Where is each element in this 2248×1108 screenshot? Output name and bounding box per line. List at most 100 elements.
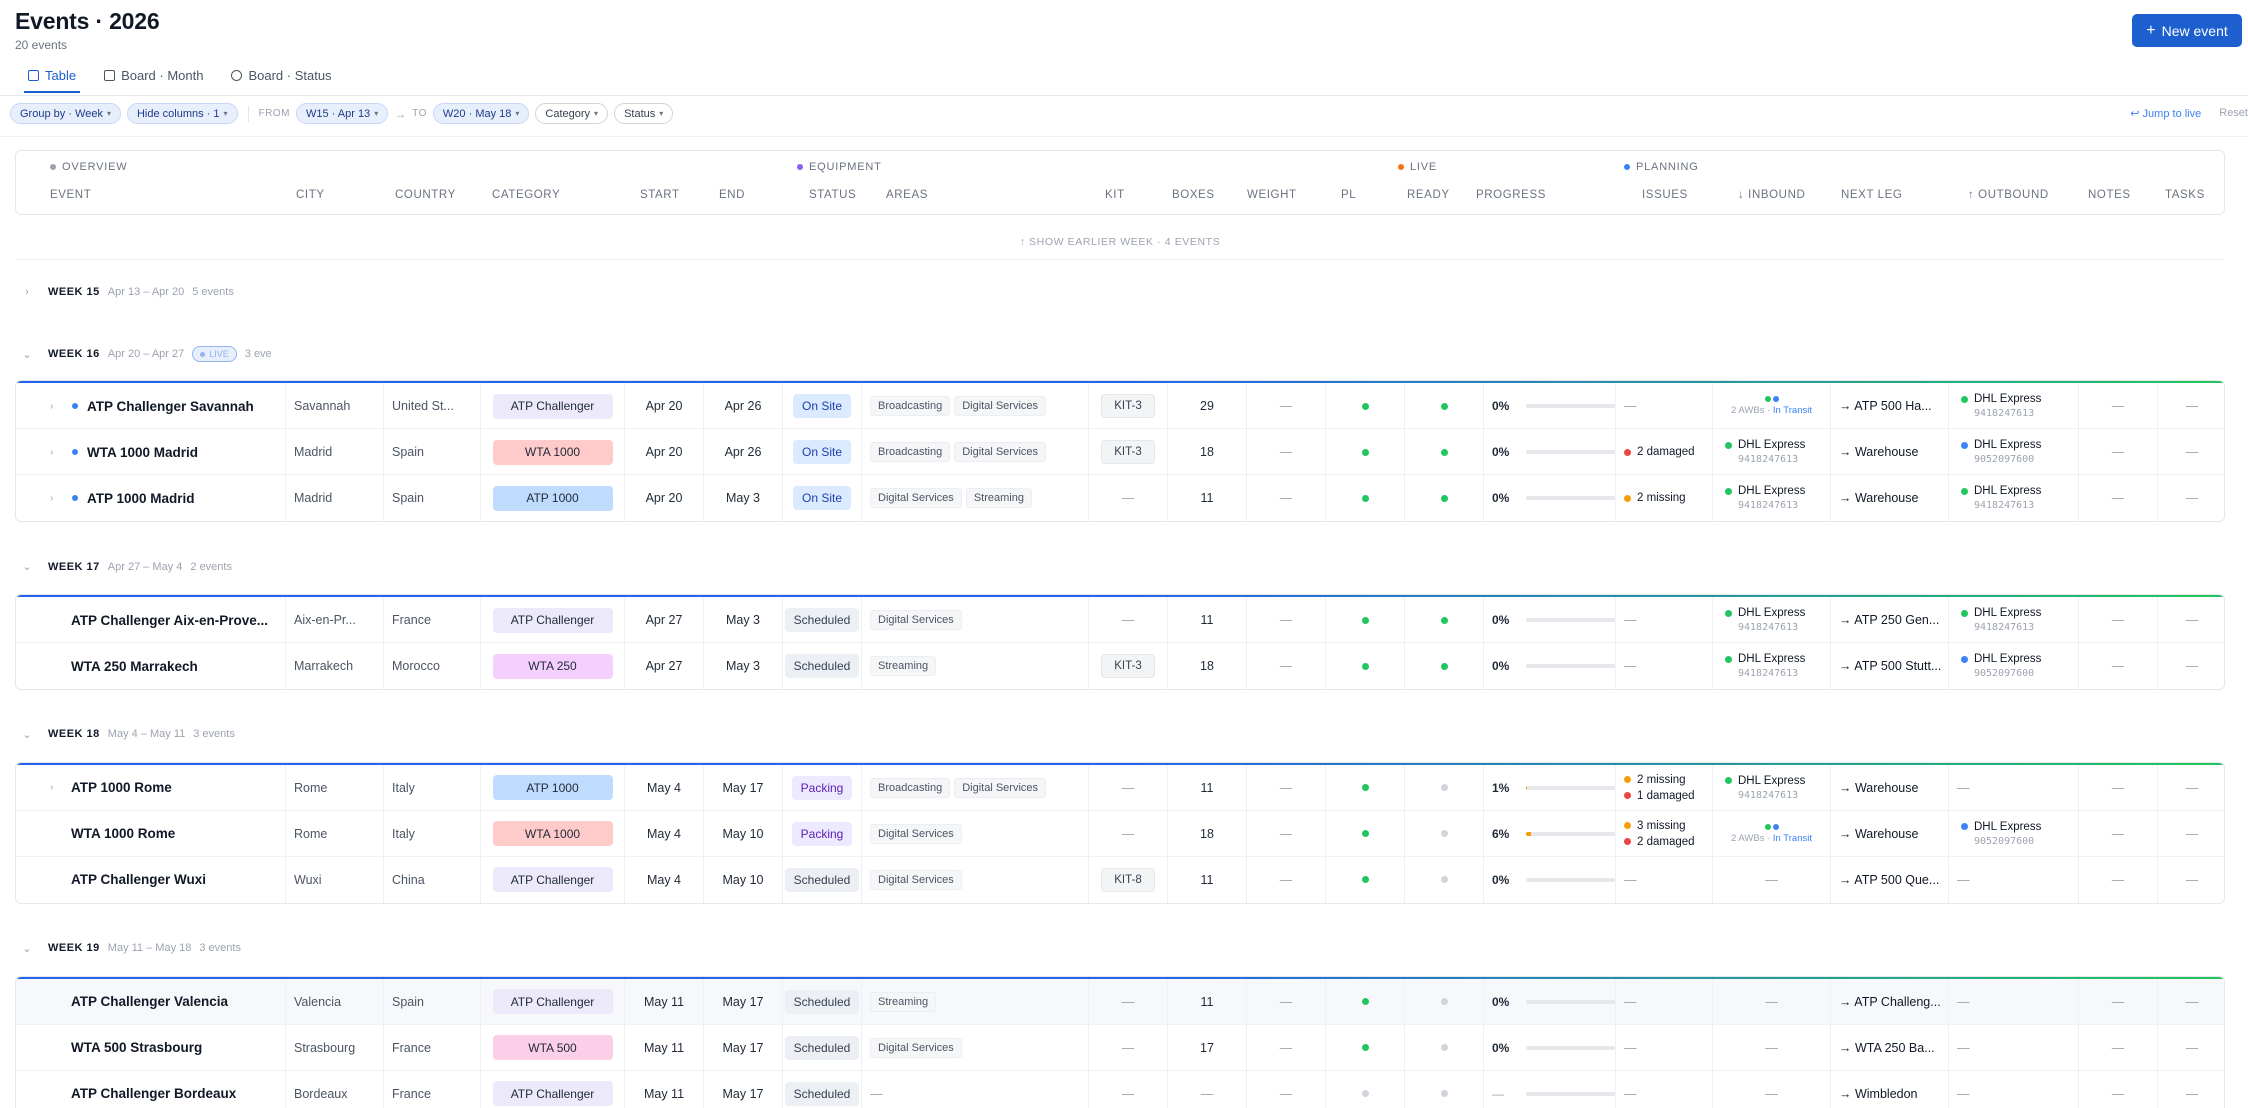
status-badge[interactable]: Scheduled: [784, 867, 860, 892]
group-by-chip[interactable]: Group by · Week ▾: [10, 103, 121, 124]
event-name[interactable]: ATP Challenger Bordeaux: [71, 1086, 237, 1102]
col-status[interactable]: STATUS: [809, 189, 857, 201]
outbound-carrier[interactable]: DHL Express 9052097600: [1949, 653, 2041, 679]
col-areas[interactable]: AREAS: [886, 189, 928, 201]
chevron-down-icon[interactable]: ⌄: [22, 561, 32, 574]
chevron-down-icon[interactable]: ⌄: [22, 942, 32, 955]
kit-badge[interactable]: KIT-3: [1101, 394, 1155, 418]
table-row[interactable]: › WTA 1000 Madrid Madrid Spain WTA 1000 Apr 2…: [16, 429, 2224, 475]
table-row[interactable]: WTA 250 Marrakech Marrakech Morocco WTA 250…: [16, 643, 2224, 690]
inbound-carrier[interactable]: DHL Express 9418247613: [1713, 485, 1805, 511]
tab-board-month[interactable]: Board · Month: [104, 68, 203, 93]
col-category[interactable]: CATEGORY: [492, 189, 561, 201]
event-name[interactable]: ATP 1000 Madrid: [87, 490, 195, 506]
next-leg-value[interactable]: → ATP Challeng...: [1839, 994, 1941, 1009]
status-badge[interactable]: On Site: [792, 394, 852, 418]
category-badge[interactable]: WTA 500: [492, 1035, 613, 1061]
next-leg-value[interactable]: → Warehouse: [1839, 826, 1919, 841]
event-name[interactable]: ATP Challenger Valencia: [71, 994, 229, 1010]
table-row[interactable]: ATP Challenger Wuxi Wuxi China ATP Challeng…: [16, 856, 2224, 903]
issue-item[interactable]: 2 missing: [1624, 774, 1695, 786]
issue-item[interactable]: 1 damaged: [1624, 790, 1695, 802]
category-filter[interactable]: Category ▾: [535, 103, 609, 124]
issue-item[interactable]: 2 missing: [1624, 492, 1686, 504]
event-name[interactable]: WTA 1000 Rome: [71, 826, 176, 841]
event-name[interactable]: ATP Challenger Wuxi: [71, 872, 207, 887]
next-leg-value[interactable]: → Wimbledon: [1839, 1086, 1918, 1101]
col-end[interactable]: END: [719, 189, 746, 201]
next-leg-value[interactable]: → ATP 500 Ha...: [1839, 399, 1932, 413]
outbound-carrier[interactable]: DHL Express 9418247613: [1949, 485, 2041, 511]
outbound-carrier[interactable]: DHL Express 9418247613: [1949, 393, 2041, 419]
event-name[interactable]: ATP Challenger Savannah: [87, 398, 254, 414]
kit-badge[interactable]: KIT-3: [1101, 440, 1155, 464]
col-weight[interactable]: WEIGHT: [1247, 189, 1297, 201]
status-badge[interactable]: Scheduled: [784, 1035, 860, 1060]
chevron-right-icon[interactable]: ›: [50, 400, 54, 412]
category-badge[interactable]: WTA 250: [492, 653, 613, 679]
col-ready[interactable]: READY: [1407, 189, 1450, 201]
table-row[interactable]: ATP Challenger Aix-en-Prove... Aix-en-Pr.…: [16, 597, 2224, 644]
event-name[interactable]: ATP 1000 Rome: [71, 780, 172, 795]
col-pl[interactable]: PL: [1341, 189, 1357, 201]
issue-item[interactable]: 2 damaged: [1624, 836, 1695, 848]
outbound-carrier[interactable]: DHL Express 9052097600: [1949, 439, 2041, 465]
col-city[interactable]: CITY: [296, 189, 325, 201]
hide-columns-chip[interactable]: Hide columns · 1 ▾: [126, 103, 238, 124]
event-name[interactable]: WTA 500 Strasbourg: [71, 1040, 203, 1056]
next-leg-value[interactable]: → ATP 250 Gen...: [1839, 613, 1940, 628]
status-badge[interactable]: Scheduled: [784, 608, 860, 633]
col-kit[interactable]: KIT: [1105, 189, 1125, 201]
col-start[interactable]: START: [640, 189, 680, 201]
status-badge[interactable]: Scheduled: [784, 1081, 860, 1106]
table-row[interactable]: ATP Challenger Valencia Valencia Spain ATP …: [16, 978, 2224, 1025]
table-row[interactable]: WTA 500 Strasbourg Strasbourg France WTA 50…: [16, 1024, 2224, 1071]
next-leg-value[interactable]: → Warehouse: [1839, 780, 1919, 795]
outbound-carrier[interactable]: DHL Express 9418247613: [1949, 607, 2041, 633]
issue-item[interactable]: 3 missing: [1624, 820, 1695, 832]
next-leg-value[interactable]: → Warehouse: [1839, 491, 1919, 505]
status-filter[interactable]: Status ▾: [614, 103, 674, 124]
kit-badge[interactable]: KIT-3: [1101, 654, 1155, 679]
category-badge[interactable]: ATP 1000: [492, 775, 613, 800]
inbound-transit[interactable]: 2 AWBs · In Transit: [1713, 823, 1830, 844]
chevron-right-icon[interactable]: ›: [50, 492, 54, 504]
category-badge[interactable]: ATP Challenger: [492, 1081, 613, 1107]
next-leg-value[interactable]: → WTA 250 Ba...: [1839, 1040, 1935, 1055]
week-header[interactable]: ⌄ WEEK 17 Apr 27 – May 4 2 events: [22, 560, 232, 574]
table-row[interactable]: ATP Challenger Bordeaux Bordeaux France ATP…: [16, 1070, 2224, 1108]
chevron-right-icon[interactable]: ›: [50, 446, 54, 458]
category-badge[interactable]: ATP 1000: [492, 485, 613, 511]
tab-table[interactable]: Table: [23, 68, 81, 93]
category-badge[interactable]: ATP Challenger: [492, 989, 613, 1015]
status-badge[interactable]: Packing: [791, 775, 853, 800]
category-badge[interactable]: ATP Challenger: [492, 393, 613, 419]
outbound-carrier[interactable]: DHL Express 9052097600: [1949, 821, 2041, 847]
status-badge[interactable]: On Site: [792, 440, 852, 464]
col-progress[interactable]: PROGRESS: [1476, 189, 1546, 201]
week-header[interactable]: ⌄ WEEK 16 Apr 20 – Apr 27 LIVE 3 eve: [22, 346, 272, 362]
next-leg-value[interactable]: → Warehouse: [1839, 445, 1919, 459]
col-boxes[interactable]: BOXES: [1172, 189, 1215, 201]
chevron-right-icon[interactable]: ›: [50, 782, 54, 793]
to-week-chip[interactable]: W20 · May 18 ▾: [432, 103, 530, 124]
category-badge[interactable]: ATP Challenger: [492, 607, 613, 633]
col-notes[interactable]: NOTES: [2088, 189, 2131, 201]
event-name[interactable]: WTA 250 Marrakech: [71, 658, 198, 674]
status-badge[interactable]: Scheduled: [784, 989, 860, 1014]
inbound-carrier[interactable]: DHL Express 9418247613: [1713, 653, 1805, 679]
next-leg-value[interactable]: → ATP 500 Stutt...: [1839, 659, 1942, 674]
week-header[interactable]: ⌄ WEEK 19 May 11 – May 18 3 events: [22, 942, 241, 955]
next-leg-value[interactable]: → ATP 500 Que...: [1839, 872, 1940, 887]
category-badge[interactable]: ATP Challenger: [492, 867, 613, 892]
category-badge[interactable]: WTA 1000: [492, 821, 613, 846]
category-badge[interactable]: WTA 1000: [492, 439, 613, 465]
col-next-leg[interactable]: NEXT LEG: [1841, 189, 1903, 201]
chevron-right-icon[interactable]: ›: [25, 286, 29, 298]
status-badge[interactable]: On Site: [792, 486, 852, 510]
table-row[interactable]: › ATP 1000 Madrid Madrid Spain ATP 1000 Apr 2…: [16, 475, 2224, 521]
kit-badge[interactable]: KIT-8: [1101, 867, 1155, 892]
inbound-carrier[interactable]: DHL Express 9418247613: [1713, 775, 1805, 801]
chevron-down-icon[interactable]: ⌄: [22, 348, 32, 361]
col-inbound[interactable]: ↓ INBOUND: [1738, 189, 1806, 201]
